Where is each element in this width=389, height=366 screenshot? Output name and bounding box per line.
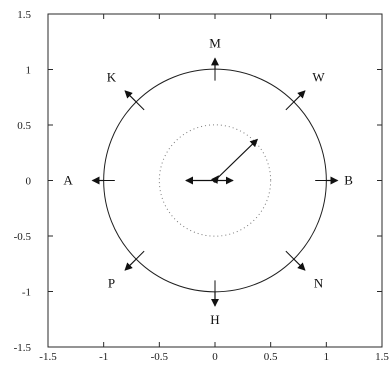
point-arrow-p [124,258,137,271]
point-label-k: K [107,69,117,84]
y-tick-label: 0 [26,176,32,188]
point-label-p: P [108,276,115,291]
y-tick-label: -1.5 [14,342,32,354]
point-tail-k [135,101,145,111]
point-label-n: N [314,276,324,291]
point-label-a: A [63,173,73,188]
point-label-h: H [210,312,219,327]
x-tick-label: 0 [212,351,218,363]
x-tick-label: 0.5 [264,351,278,363]
x-tick-label: -0.5 [151,351,169,363]
point-tail-n [285,250,295,260]
x-tick-label: -1 [99,351,108,363]
x-tick-label: 1.5 [375,351,389,363]
labels-layer: M W B N H P A K [63,35,353,327]
point-label-w: W [312,69,325,84]
point-label-b: B [344,173,353,188]
point-arrow-n [293,258,306,271]
y-tick-label: 1 [26,65,32,77]
inner-dotted-circle [158,124,272,237]
y-tick-label: 0.5 [17,120,31,132]
y-tick-label: -0.5 [14,231,32,243]
point-arrow-w [293,90,306,103]
point-arrow-k [124,90,137,103]
x-tick-label: 1 [324,351,330,363]
origin-point [212,178,218,183]
marks-layer [91,57,339,307]
point-label-m: M [209,35,221,50]
center-arrow-1 [214,138,259,181]
point-tail-p [135,250,145,260]
point-tail-w [285,101,295,111]
y-tick-label: -1 [22,287,31,299]
ticks-layer: -1.5 -1 -0.5 0 0.5 1 1.5 1.5 1 0.5 0 -0.5 -1 -1.5 [14,9,389,363]
x-tick-label: -1.5 [39,351,57,363]
y-tick-label: 1.5 [17,9,31,21]
